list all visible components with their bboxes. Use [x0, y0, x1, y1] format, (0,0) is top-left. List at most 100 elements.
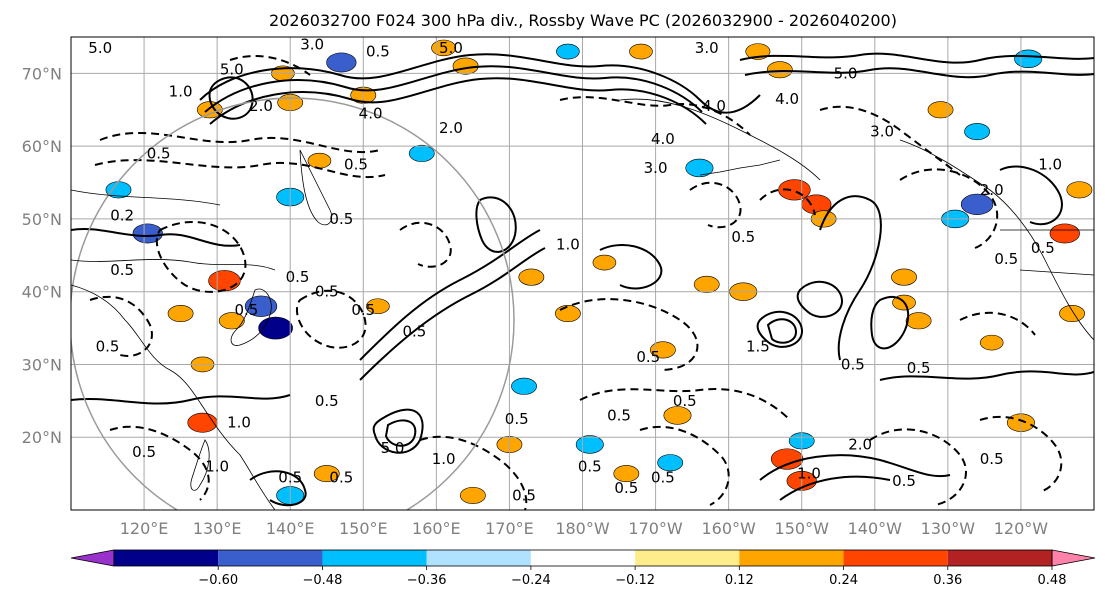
shaded-cell: [613, 465, 640, 483]
contour-label: 0.5: [329, 210, 353, 228]
contour-label-layer: 5.0 3.0 0.5 5.0 3.0 4.0 5.0 1.0 5.0 2.0 4.0 2.0 4.0 3…: [88, 37, 1062, 504]
solid-contour: [384, 419, 417, 447]
solid-contour: [204, 65, 703, 113]
land-outline-layer: [71, 98, 1094, 510]
shaded-cell: [1059, 305, 1085, 323]
contour-label: 3.0: [644, 159, 668, 177]
lon-tick-label: 180°W: [555, 519, 610, 538]
colorbar-tick-label: −0.12: [615, 573, 655, 588]
shaded-cell: [218, 312, 245, 330]
solid-contour: [779, 475, 891, 501]
colorbar-segment: [114, 550, 219, 566]
contour-label: 1.0: [169, 83, 193, 101]
colorbar-segment: [843, 550, 948, 566]
contour-label: 5.0: [439, 39, 463, 57]
lon-tick-label: 170°W: [628, 519, 683, 538]
axis-labels-layer: 120°E 130°E 140°E 150°E 160°E 170°E 180°W 170°W…: [22, 64, 1049, 538]
colorbar-frame: [113, 549, 1053, 567]
shaded-anomaly-layer: [105, 39, 1093, 505]
shaded-cell: [960, 193, 994, 215]
shaded-cell: [663, 406, 692, 425]
contour-label: 0.5: [636, 348, 660, 366]
solid-contour: [208, 76, 254, 120]
contour-label: 0.5: [132, 443, 156, 461]
contour-label: 1.0: [797, 465, 821, 483]
shaded-cell: [167, 305, 194, 323]
contour-label: 0.5: [892, 472, 916, 490]
colorbar-tick-label: 0.48: [1038, 573, 1067, 588]
shaded-cell: [313, 465, 340, 483]
dashed-contour: [579, 388, 791, 421]
solid-contour: [744, 67, 1094, 79]
contour-label: 0.5: [344, 155, 368, 173]
contour-label: 4.0: [359, 104, 383, 122]
lon-tick-label: 150°E: [339, 519, 388, 538]
graticule-layer: [71, 37, 1094, 510]
lat-tick-label: 70°N: [22, 64, 62, 83]
contour-label: 3.0: [695, 39, 719, 57]
asia-interior-border: [71, 189, 221, 206]
contour-label: 0.5: [673, 392, 697, 410]
shaded-cell: [326, 52, 357, 73]
shaded-cell: [459, 486, 486, 504]
shaded-cell: [366, 298, 390, 315]
map-frame: [70, 36, 1095, 511]
solid-contour: [766, 318, 798, 344]
shaded-cell: [431, 39, 457, 57]
contour-label: 0.5: [234, 301, 258, 319]
dashed-contour: [229, 54, 311, 76]
contour-label: 0.5: [96, 337, 120, 355]
reference-circle-layer: [71, 97, 515, 510]
contour-label: 3.0: [870, 123, 894, 141]
shaded-cell: [964, 123, 990, 141]
colorbar-extend-high: [1051, 549, 1096, 567]
shaded-cell: [1066, 181, 1093, 199]
colorbar-tick-label: 0.36: [933, 573, 962, 588]
colorbar-tick-label: −0.36: [407, 573, 447, 588]
dashed-contour: [419, 435, 528, 510]
contour-label: 1.0: [205, 457, 229, 475]
lon-tick-label: 130°W: [921, 519, 976, 538]
colorbar-tick-label: −0.60: [198, 573, 238, 588]
lon-tick-label: 120°W: [994, 519, 1049, 538]
contour-label: 0.5: [512, 486, 536, 504]
reference-circle: [71, 97, 515, 510]
colorbar-segment: [426, 550, 531, 566]
solid-contour: [199, 53, 761, 114]
asia-interior-border: [71, 259, 276, 271]
contour-label: 0.5: [315, 283, 339, 301]
contour-label: 1.0: [556, 235, 580, 253]
lon-tick-label: 140°E: [266, 519, 315, 538]
solid-contour: [209, 77, 707, 125]
contour-label: 2.0: [439, 119, 463, 137]
dashed-contour: [819, 105, 961, 176]
north-america-coastline: [899, 139, 1094, 341]
contour-label: 2.0: [848, 436, 872, 454]
shaded-cell: [307, 152, 332, 169]
alaska-coastline: [619, 98, 821, 181]
shaded-cell: [244, 295, 278, 317]
colorbar-segment: [530, 550, 636, 566]
dashed-contour: [869, 428, 967, 506]
contour-label: 4.0: [651, 130, 675, 148]
lon-tick-label: 150°W: [775, 519, 830, 538]
dashed-contour: [689, 181, 742, 229]
solid-contour: [759, 454, 951, 481]
contour-label: 4.0: [775, 90, 799, 108]
contour-label: 1.0: [432, 450, 456, 468]
shaded-cell: [629, 43, 653, 60]
solid-contour: [359, 247, 546, 381]
philippines-coastline: [190, 439, 210, 491]
solid-contour: [359, 229, 541, 361]
contour-label: 0.5: [651, 468, 675, 486]
solid-contour: [999, 165, 1063, 226]
contour-label: 5.0: [88, 39, 112, 57]
colorbar-tick-label: 0.12: [725, 573, 754, 588]
lat-tick-label: 50°N: [22, 210, 62, 229]
contour-label: 0.5: [351, 301, 375, 319]
shaded-cell: [905, 312, 932, 330]
shaded-cell: [766, 61, 793, 79]
dashed-contour: [959, 311, 1036, 336]
contour-label: 0.5: [614, 479, 638, 497]
shaded-cell: [891, 268, 917, 286]
